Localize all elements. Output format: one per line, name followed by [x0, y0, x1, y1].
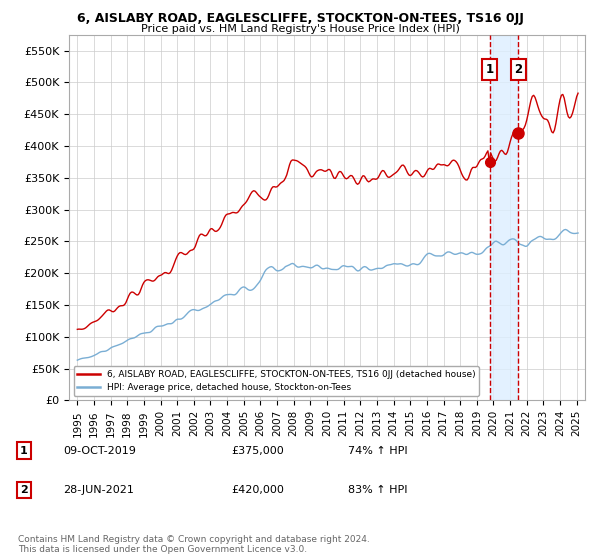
- Text: 1: 1: [20, 446, 28, 456]
- Bar: [490, 35, 518, 400]
- Text: £375,000: £375,000: [231, 446, 284, 456]
- Text: 1: 1: [485, 63, 494, 76]
- Text: 83% ↑ HPI: 83% ↑ HPI: [348, 485, 407, 495]
- Text: 2: 2: [20, 485, 28, 495]
- Text: Contains HM Land Registry data © Crown copyright and database right 2024.
This d: Contains HM Land Registry data © Crown c…: [18, 535, 370, 554]
- Text: 2: 2: [514, 63, 523, 76]
- Text: 74% ↑ HPI: 74% ↑ HPI: [348, 446, 407, 456]
- Text: £420,000: £420,000: [231, 485, 284, 495]
- Text: 6, AISLABY ROAD, EAGLESCLIFFE, STOCKTON-ON-TEES, TS16 0JJ: 6, AISLABY ROAD, EAGLESCLIFFE, STOCKTON-…: [77, 12, 523, 25]
- Text: Price paid vs. HM Land Registry's House Price Index (HPI): Price paid vs. HM Land Registry's House …: [140, 24, 460, 34]
- Text: 09-OCT-2019: 09-OCT-2019: [63, 446, 136, 456]
- Text: 28-JUN-2021: 28-JUN-2021: [63, 485, 134, 495]
- Legend: 6, AISLABY ROAD, EAGLESCLIFFE, STOCKTON-ON-TEES, TS16 0JJ (detached house), HPI:: 6, AISLABY ROAD, EAGLESCLIFFE, STOCKTON-…: [74, 366, 479, 396]
